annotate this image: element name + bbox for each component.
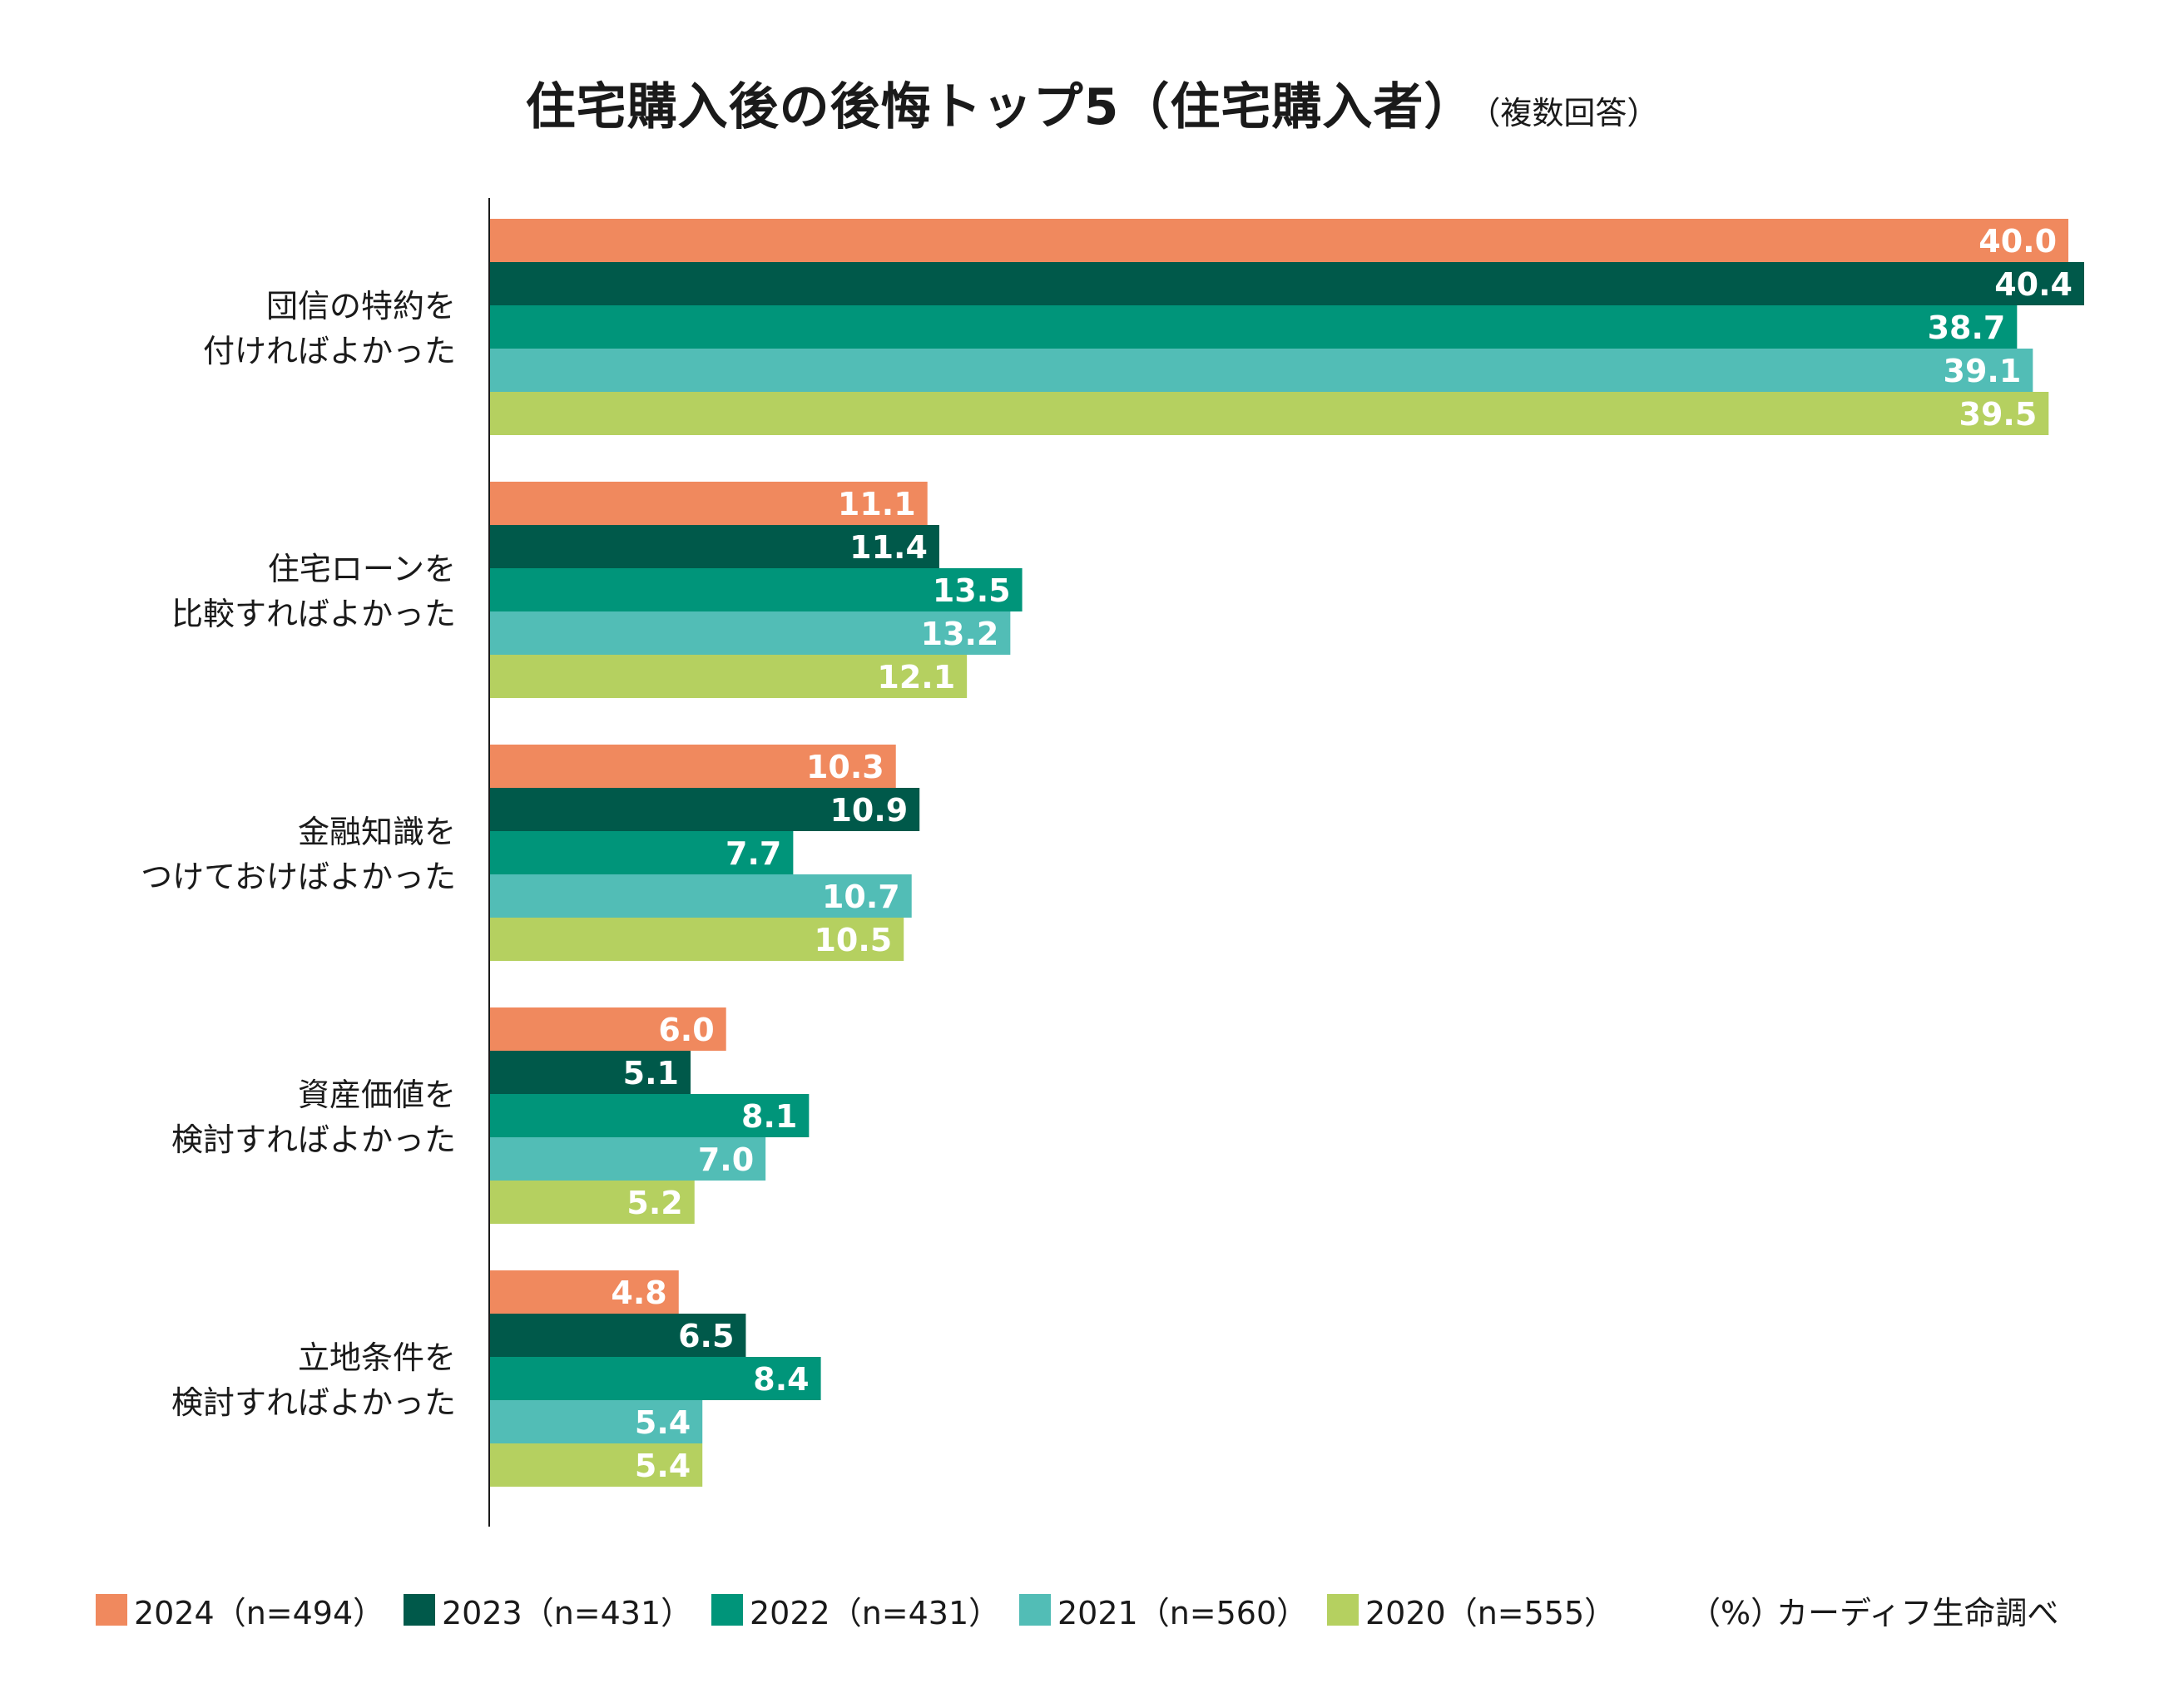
legend-label: 2023（n=431）: [442, 1594, 693, 1631]
data-label: 8.1: [741, 1098, 797, 1135]
data-label: 5.2: [626, 1185, 682, 1221]
bar: [489, 745, 896, 788]
bar: [489, 1400, 703, 1443]
data-label: 5.4: [635, 1448, 691, 1484]
bar: [489, 482, 928, 525]
category-label: 立地条件を: [298, 1339, 456, 1376]
data-label: 5.4: [635, 1404, 691, 1441]
chart-title-block: 住宅購入後の後悔トップ5（住宅購入者） （複数回答）: [0, 67, 2184, 139]
data-label: 7.7: [726, 835, 781, 872]
legend-swatch: [404, 1594, 435, 1626]
source-label: カーディフ生命調べ: [1776, 1594, 2059, 1631]
data-label: 10.5: [814, 922, 892, 958]
data-label: 38.7: [1928, 309, 2006, 346]
legend-item: 2020（n=555）: [1327, 1585, 1616, 1635]
data-label: 10.9: [830, 792, 908, 829]
data-label: 8.4: [753, 1361, 809, 1398]
legend-item: 2021（n=560）: [1019, 1585, 1308, 1635]
bar: [489, 655, 968, 698]
data-label: 4.8: [611, 1275, 666, 1311]
bar: [489, 874, 912, 918]
data-label: 11.4: [849, 529, 928, 566]
bar: [489, 305, 2018, 349]
category-label: 付ければよかった: [203, 333, 456, 369]
legend: 2024（n=494） 2023（n=431） 2022（n=431） 2021（n=…: [96, 1585, 2134, 1635]
bar: [489, 1357, 821, 1400]
bar: [489, 525, 939, 568]
data-label: 13.2: [921, 616, 999, 652]
bar: [489, 1137, 766, 1181]
chart-title: 住宅購入後の後悔トップ5（住宅購入者）: [525, 78, 1475, 136]
data-label: 40.0: [1978, 223, 2057, 260]
legend-label: 2021（n=560）: [1057, 1594, 1309, 1631]
chart-subtitle: （複数回答）: [1484, 95, 1659, 131]
bar: [489, 1007, 726, 1051]
data-label: 39.1: [1944, 353, 2022, 389]
data-label: 10.7: [822, 879, 900, 915]
bar: [489, 1094, 810, 1137]
data-label: 39.5: [1959, 396, 2038, 433]
bar: [489, 219, 2069, 262]
bar: [489, 918, 904, 961]
legend-item: 2022（n=431）: [711, 1585, 1000, 1635]
unit-label: （%）: [1689, 1594, 1783, 1631]
category-label: 比較すればよかった: [171, 596, 456, 632]
data-label: 10.3: [806, 749, 884, 785]
bar: [489, 1051, 691, 1094]
data-label: 7.0: [698, 1141, 754, 1178]
category-label: つけておけばよかった: [141, 859, 456, 895]
bar: [489, 831, 794, 874]
bar: [489, 1270, 679, 1314]
bar: [489, 349, 2033, 392]
category-label: 金融知識を: [298, 814, 456, 850]
legend-swatch: [96, 1594, 127, 1626]
bar: [489, 262, 2084, 305]
legend-label: 2020（n=555）: [1365, 1594, 1617, 1631]
data-label: 6.5: [678, 1318, 734, 1354]
legend-item: 2023（n=431）: [404, 1585, 692, 1635]
data-label: 5.1: [623, 1055, 679, 1092]
legend-swatch: [1327, 1594, 1359, 1626]
category-label: 資産価値を: [298, 1077, 456, 1113]
bar-chart: 40.0 11.1 10.3 6.0 4.8 40.4 11.4 10.9 5.1 6.5 38.7…: [141, 198, 2084, 1527]
bar: [489, 788, 920, 831]
category-label: 検討すればよかった: [171, 1384, 456, 1421]
bar: [489, 1181, 695, 1224]
legend-swatch: [711, 1594, 743, 1626]
bar: [489, 1443, 703, 1487]
bar: [489, 568, 1023, 611]
data-label: 13.5: [933, 572, 1011, 609]
legend-item: 2024（n=494）: [96, 1585, 384, 1635]
data-label: 40.4: [1994, 266, 2073, 303]
category-label: 団信の特約を: [266, 288, 456, 324]
legend-label: 2024（n=494）: [134, 1594, 385, 1631]
bar: [489, 611, 1011, 655]
data-label: 12.1: [877, 659, 955, 696]
bar: [489, 1314, 746, 1357]
data-label: 11.1: [838, 486, 916, 522]
bar: [489, 392, 2049, 435]
legend-swatch: [1019, 1594, 1051, 1626]
legend-label: 2022（n=431）: [750, 1594, 1001, 1631]
data-label: 6.0: [658, 1012, 714, 1048]
category-label: 住宅ローンを: [268, 551, 456, 587]
category-label: 検討すればよかった: [171, 1121, 456, 1158]
